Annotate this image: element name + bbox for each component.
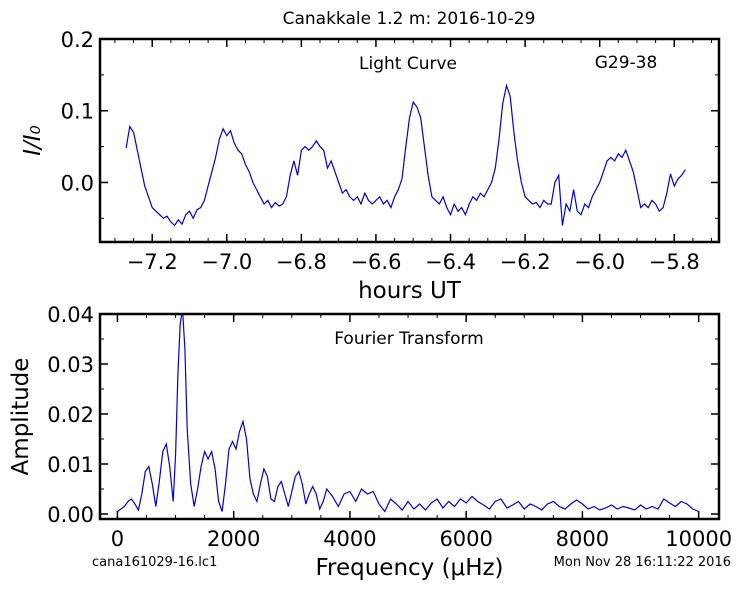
light-curve-xtick-label: −6.2	[500, 250, 551, 274]
fourier-ytick-label: 0.00	[47, 503, 94, 527]
light-curve-xtick-label: −6.8	[276, 250, 327, 274]
light-curve-title: Light Curve	[359, 54, 457, 74]
fourier-ytick-label: 0.03	[47, 353, 94, 377]
light-curve-panel: −7.2 −7.0 −6.8 −6.6 −6.4 −6.2 −6.0 −5.8 0.0 0.1 0.…	[20, 28, 721, 304]
light-curve-ylabel: I/I₀	[20, 125, 46, 156]
light-curve-annotation: G29-38	[595, 53, 658, 73]
light-curve-xtick-label: −6.4	[425, 250, 476, 274]
light-curve-ytick-label: 0.2	[61, 28, 94, 52]
light-curve-xtick-label: −6.0	[574, 250, 625, 274]
fourier-title: Fourier Transform	[334, 329, 483, 349]
fourier-axes-frame	[98, 312, 721, 521]
fourier-ylabel: Amplitude	[8, 358, 34, 476]
light-curve-series-line	[125, 83, 686, 227]
footer-timestamp: Mon Nov 28 16:11:22 2016	[554, 555, 731, 570]
light-curve-xtick-label: −6.6	[350, 250, 401, 274]
fourier-ytick-label: 0.02	[47, 403, 94, 427]
fourier-xtick-label: 8000	[556, 527, 609, 551]
fourier-series-line	[117, 314, 699, 513]
light-curve-xtick-label: −7.2	[127, 250, 178, 274]
fourier-xtick-label: 10000	[665, 527, 732, 551]
fourier-xtick-label: 6000	[439, 527, 492, 551]
light-curve-xtick-label: −7.0	[201, 250, 252, 274]
footer-filename: cana161029-16.lc1	[92, 555, 217, 570]
light-curve-xtick-label: −5.8	[649, 250, 700, 274]
light-curve-xlabel: hours UT	[358, 278, 462, 304]
figure-title: Canakkale 1.2 m: 2016-10-29	[283, 9, 536, 29]
fourier-xtick-label: 2000	[207, 527, 260, 551]
light-curve-axes-frame	[98, 37, 721, 244]
fourier-ytick-label: 0.01	[47, 453, 94, 477]
fourier-xlabel: Frequency (μHz)	[315, 555, 503, 581]
light-curve-ytick-label: 0.0	[61, 171, 94, 195]
fourier-panel: 0 2000 4000 6000 8000 10000 0.00 0.01 0.02 0.03 0.…	[8, 303, 732, 581]
fourier-ytick-label: 0.04	[47, 303, 94, 327]
fourier-xtick-label: 0	[111, 527, 124, 551]
light-curve-ytick-label: 0.1	[61, 100, 94, 124]
fourier-xtick-label: 4000	[323, 527, 376, 551]
